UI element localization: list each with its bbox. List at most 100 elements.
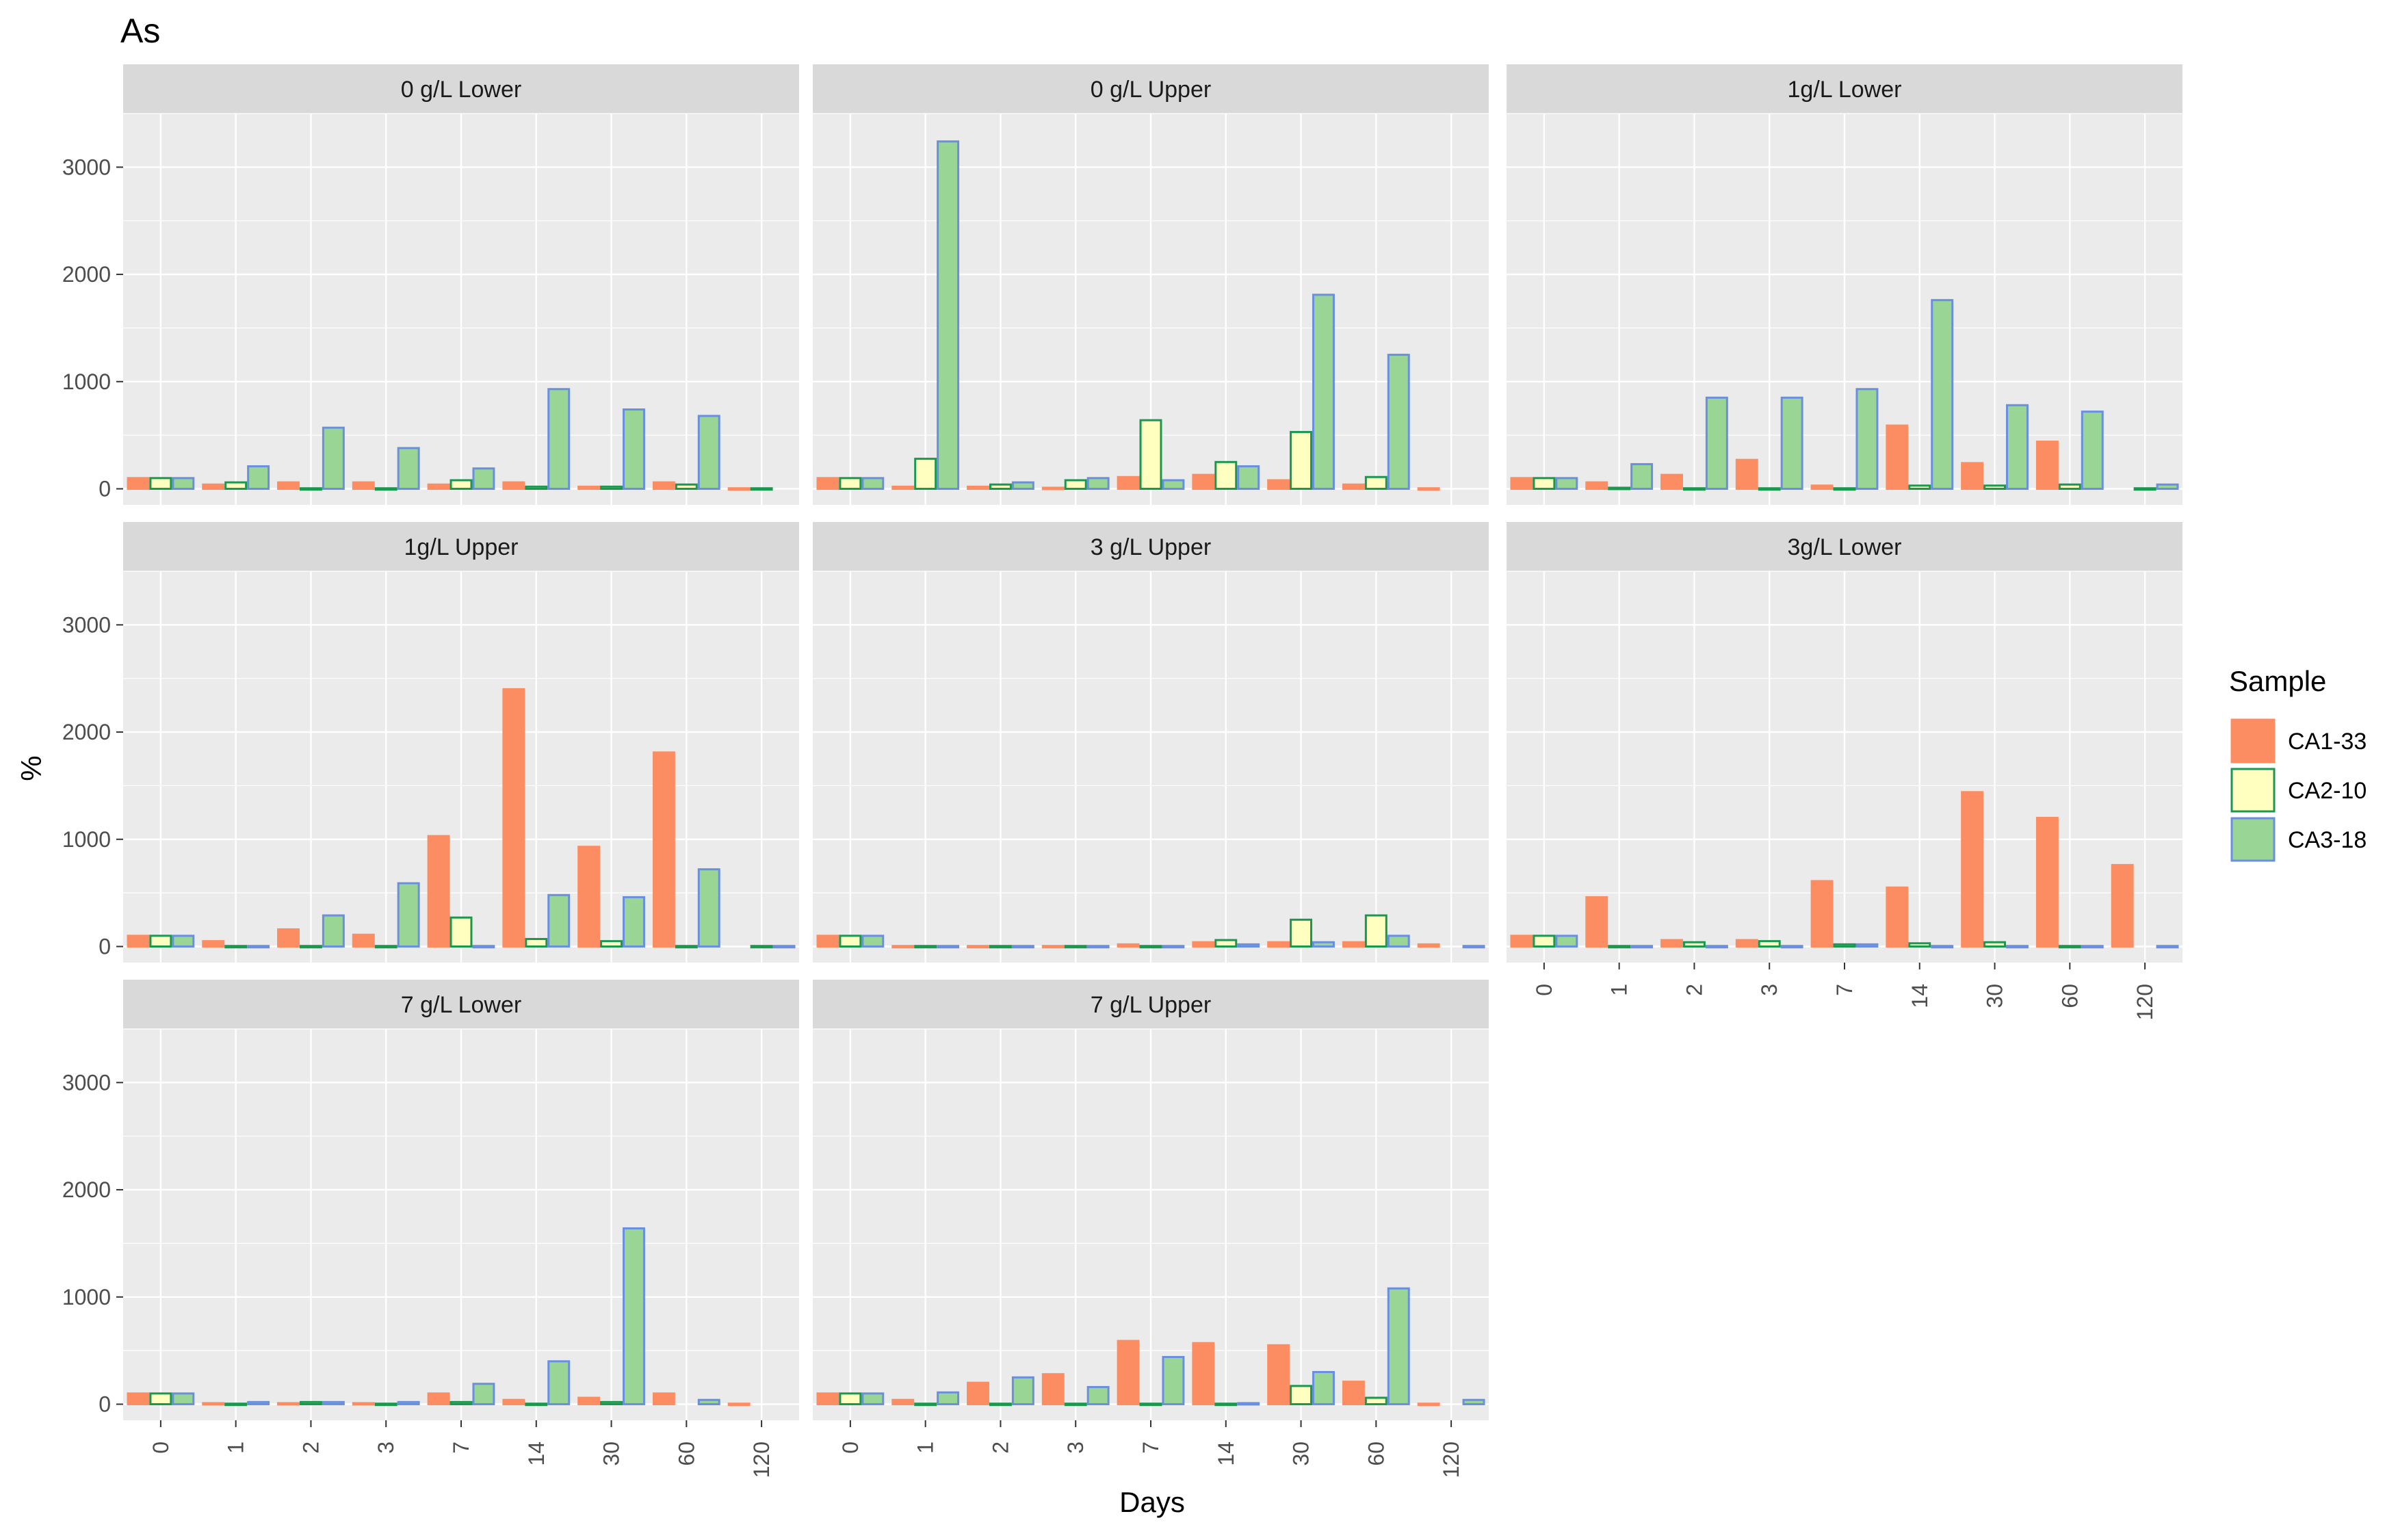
- bar-7-g-l-lower-ca2-10-day-30: [600, 1400, 623, 1405]
- bar-7-g-l-lower-ca2-10-day-2: [299, 1400, 322, 1405]
- bar-7-g-l-lower-ca1-33-day-0: [127, 1392, 150, 1405]
- bar-1g-l-lower-ca3-18-day-60: [2081, 410, 2104, 490]
- bar-0-g-l-lower-ca1-33-day-3: [352, 481, 375, 490]
- bar-1g-l-lower-ca2-10-day-2: [1682, 487, 1706, 491]
- bar-0-g-l-upper-ca1-33-day-2: [967, 485, 989, 490]
- bar-7-g-l-lower-ca2-10-day-14: [525, 1402, 548, 1407]
- y-tick-label: 2000: [62, 720, 111, 744]
- bar-1g-l-upper-ca3-18-day-7: [472, 945, 495, 949]
- bar-7-g-l-lower-ca1-33-day-1: [202, 1402, 225, 1406]
- bar-7-g-l-upper-ca3-18-day-7: [1162, 1356, 1185, 1405]
- bar-3-g-l-upper-ca3-18-day-2: [1011, 945, 1034, 949]
- bar-3g-l-lower-ca1-33-day-30: [1961, 791, 1984, 948]
- bar-7-g-l-upper-ca2-10-day-3: [1064, 1402, 1087, 1407]
- bar-0-g-l-upper-ca2-10-day-3: [1064, 479, 1087, 490]
- bar-7-g-l-lower-ca1-33-day-120: [727, 1402, 751, 1407]
- bar-7-g-l-lower-ca1-33-day-14: [502, 1398, 525, 1405]
- facet-strip-7-g-l-lower: [123, 980, 799, 1029]
- bar-0-g-l-lower-ca1-33-day-14: [502, 481, 525, 490]
- x-tick-label: 2: [988, 1441, 1013, 1454]
- x-tick-label: 0: [838, 1441, 863, 1454]
- x-tick-label: 2: [1682, 984, 1706, 996]
- bar-3g-l-lower-ca3-18-day-1: [1630, 945, 1654, 949]
- bar-1g-l-upper-ca1-33-day-60: [652, 751, 675, 948]
- bar-1g-l-upper-ca1-33-day-14: [502, 688, 525, 948]
- bar-1g-l-lower-ca2-10-day-3: [1758, 487, 1781, 491]
- bar-0-g-l-upper-ca3-18-day-0: [861, 477, 885, 490]
- bar-3g-l-lower-ca2-10-day-30: [1983, 941, 2007, 948]
- bar-1g-l-upper-ca3-18-day-1: [247, 945, 270, 949]
- x-tick-label: 2: [298, 1441, 323, 1454]
- bar-3g-l-lower-ca3-18-day-0: [1555, 935, 1578, 948]
- bar-1g-l-lower-ca3-18-day-30: [2006, 404, 2029, 490]
- bar-7-g-l-upper-ca1-33-day-1: [891, 1398, 915, 1405]
- bar-1g-l-lower-ca3-18-day-7: [1855, 388, 1879, 490]
- bar-3-g-l-upper-ca2-10-day-2: [989, 945, 1012, 949]
- x-tick-label: 60: [1364, 1441, 1388, 1466]
- bar-7-g-l-lower-ca3-18-day-0: [172, 1392, 195, 1405]
- facet-label-0-g-l-upper: 0 g/L Upper: [1091, 77, 1211, 103]
- bar-3-g-l-upper-ca1-33-day-30: [1267, 941, 1290, 948]
- legend-label-ca3-18: CA3-18: [2288, 827, 2367, 853]
- bar-0-g-l-upper-ca3-18-day-30: [1312, 293, 1335, 490]
- bar-0-g-l-lower-ca2-10-day-30: [600, 485, 623, 490]
- bar-3-g-l-upper-ca2-10-day-7: [1139, 945, 1162, 949]
- bar-0-g-l-lower-ca3-18-day-0: [172, 477, 195, 490]
- bar-7-g-l-upper-ca1-33-day-30: [1267, 1344, 1290, 1405]
- bar-7-g-l-upper-ca1-33-day-60: [1342, 1381, 1365, 1405]
- bar-1g-l-lower-ca1-33-day-60: [2035, 441, 2059, 490]
- bar-7-g-l-upper-ca1-33-day-2: [967, 1381, 989, 1405]
- facet-label-1g-l-lower: 1g/L Lower: [1788, 77, 1902, 103]
- bar-0-g-l-upper-ca1-33-day-120: [1417, 487, 1440, 491]
- bar-1g-l-upper-ca2-10-day-0: [149, 935, 172, 948]
- bar-7-g-l-lower-ca1-33-day-7: [427, 1392, 450, 1405]
- legend-label-ca2-10: CA2-10: [2288, 778, 2367, 804]
- bar-3-g-l-upper-ca1-33-day-2: [967, 945, 989, 949]
- x-tick-label: 120: [1439, 1441, 1463, 1478]
- bar-7-g-l-upper-ca3-18-day-1: [937, 1391, 960, 1405]
- bar-7-g-l-upper-ca1-33-day-7: [1117, 1340, 1140, 1405]
- x-tick-label: 3: [1063, 1441, 1088, 1454]
- bar-3-g-l-upper-ca3-18-day-7: [1162, 945, 1185, 949]
- legend-title: Sample: [2229, 665, 2326, 697]
- bar-1g-l-upper-ca1-33-day-30: [577, 846, 601, 948]
- bar-3g-l-lower-ca3-18-day-60: [2081, 945, 2104, 949]
- y-tick-label: 3000: [62, 1070, 111, 1095]
- bar-3-g-l-upper-ca3-18-day-14: [1237, 943, 1260, 948]
- bar-1g-l-lower-ca1-33-day-7: [1810, 484, 1834, 490]
- bar-1g-l-upper-ca3-18-day-3: [397, 882, 420, 948]
- bar-1g-l-upper-ca2-10-day-2: [299, 945, 322, 949]
- bar-3g-l-lower-ca2-10-day-14: [1908, 942, 1931, 948]
- bar-3g-l-lower-ca3-18-day-120: [2156, 945, 2179, 949]
- bar-1g-l-lower-ca1-33-day-30: [1961, 462, 1984, 490]
- bar-7-g-l-upper-ca3-18-day-60: [1387, 1287, 1410, 1405]
- bar-0-g-l-upper-ca3-18-day-3: [1086, 477, 1110, 490]
- bar-3-g-l-upper-ca2-10-day-1: [914, 945, 937, 949]
- facet-strip-0-g-l-upper: [813, 64, 1489, 114]
- bar-1g-l-lower-ca3-18-day-14: [1931, 299, 1954, 490]
- bar-7-g-l-lower-ca2-10-day-3: [374, 1402, 398, 1407]
- bar-1g-l-lower-ca3-18-day-120: [2156, 483, 2179, 490]
- bar-1g-l-upper-ca2-10-day-120: [750, 945, 773, 949]
- bar-1g-l-upper-ca1-33-day-1: [202, 940, 225, 948]
- bar-0-g-l-lower-ca3-18-day-2: [322, 426, 345, 490]
- bar-1g-l-lower-ca3-18-day-1: [1630, 462, 1654, 490]
- facet-label-7-g-l-upper: 7 g/L Upper: [1091, 992, 1211, 1018]
- y-tick-label: 0: [99, 934, 111, 958]
- bar-0-g-l-lower-ca1-33-day-1: [202, 483, 225, 490]
- x-tick-label: 60: [2057, 984, 2082, 1008]
- bar-7-g-l-lower-ca3-18-day-7: [472, 1383, 495, 1405]
- facet-strip-0-g-l-lower: [123, 64, 799, 114]
- x-tick-label: 7: [1138, 1441, 1163, 1454]
- bar-7-g-l-upper-ca2-10-day-30: [1290, 1385, 1313, 1405]
- bar-7-g-l-upper-ca2-10-day-7: [1139, 1402, 1162, 1407]
- bar-1g-l-upper-ca2-10-day-30: [600, 940, 623, 948]
- bar-3-g-l-upper-ca2-10-day-30: [1290, 918, 1313, 948]
- bar-7-g-l-lower-ca3-18-day-2: [322, 1400, 345, 1405]
- bar-3-g-l-upper-ca2-10-day-0: [839, 935, 862, 948]
- legend-key-ca1-33: [2230, 718, 2276, 764]
- bar-0-g-l-upper-ca3-18-day-14: [1237, 465, 1260, 490]
- bar-0-g-l-lower-ca1-33-day-0: [127, 477, 150, 490]
- bar-7-g-l-lower-ca3-18-day-1: [247, 1400, 270, 1405]
